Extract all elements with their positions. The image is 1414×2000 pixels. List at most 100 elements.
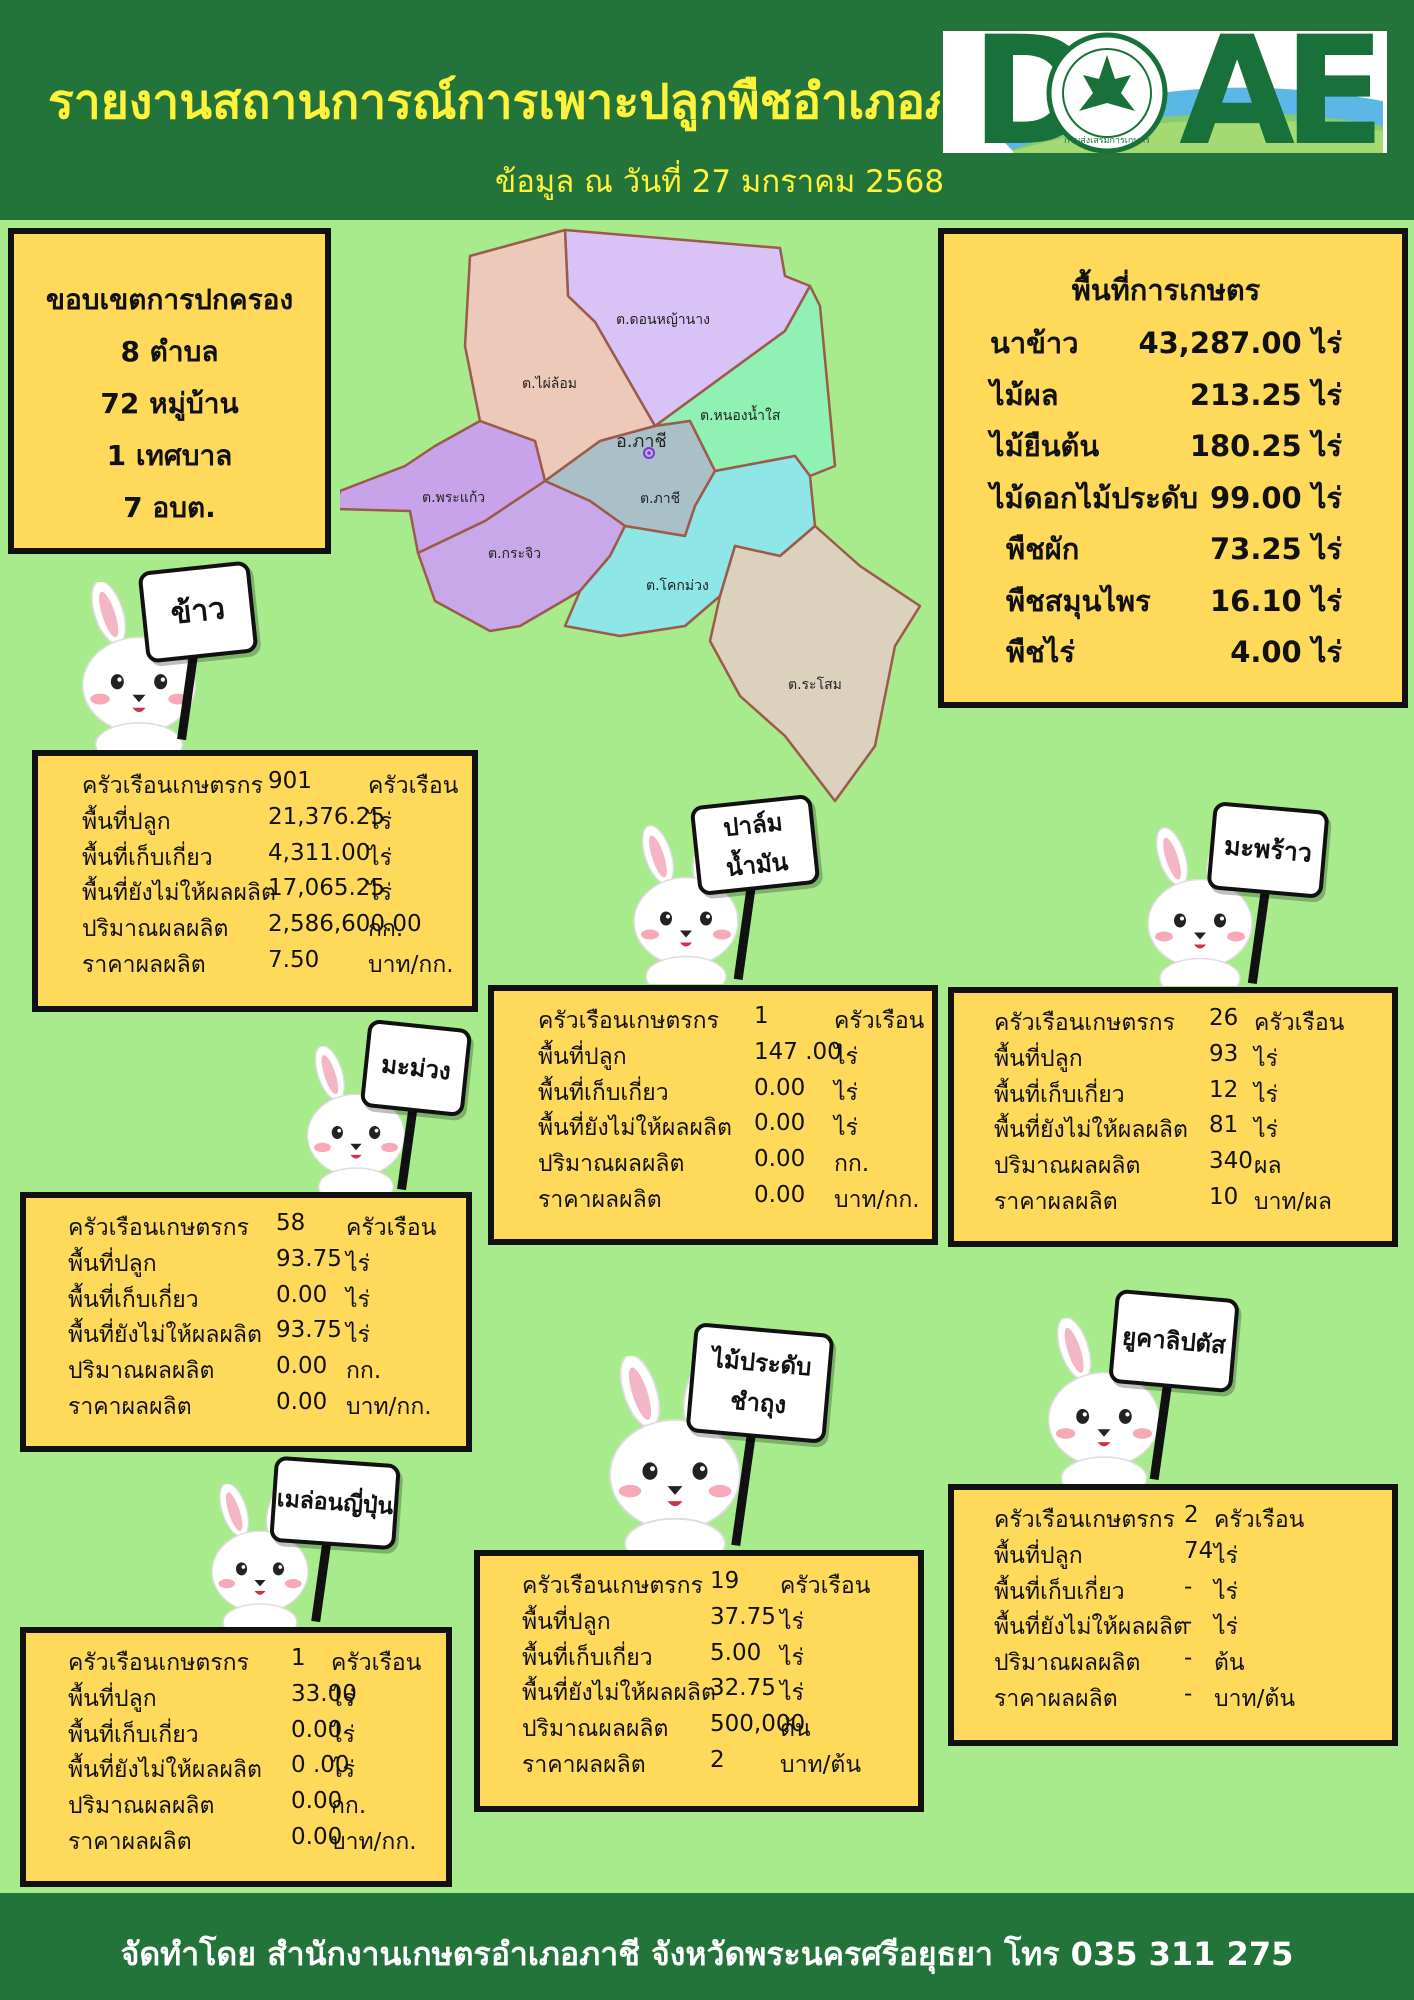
stat-unit: ไร่ bbox=[346, 1286, 370, 1313]
logo-letter-a: A bbox=[1179, 28, 1296, 156]
stat-label: ปริมาณผลผลิต bbox=[994, 1650, 1141, 1677]
map-center-label: อ.ภาชี bbox=[616, 431, 667, 452]
stat-row: ครัวเรือนเกษตรกร 1 ครัวเรือน bbox=[26, 1645, 446, 1681]
map-label: ต.พระแก้ว bbox=[422, 490, 485, 506]
melon-sign: เมล่อนญี่ปุ่น bbox=[269, 1455, 401, 1551]
map-label: ต.หนองน้ำใส bbox=[700, 405, 781, 424]
stat-row: ราคาผลผลิต 0.00 บาท/กก. bbox=[494, 1182, 932, 1218]
stat-unit: ไร่ bbox=[1254, 1045, 1278, 1072]
stat-row: พื้นที่เก็บเกี่ยว 5.00 ไร่ bbox=[480, 1640, 918, 1676]
map-region-khok-muang bbox=[563, 454, 817, 638]
farm-area-name: นาข้าว bbox=[990, 326, 1079, 360]
stat-label: ปริมาณผลผลิต bbox=[82, 916, 229, 943]
stat-unit: ครัวเรือน bbox=[368, 773, 459, 799]
stat-value: 0.00 bbox=[754, 1181, 806, 1208]
footer-bar: จัดทำโดย สำนักงานเกษตรอำเภอภาชี จังหวัดพ… bbox=[0, 1893, 1414, 2000]
stat-unit: ครัวเรือน bbox=[834, 1008, 925, 1034]
stat-value: - bbox=[1184, 1609, 1193, 1636]
farm-area-row: พืชไร่ 4.00 ไร่ bbox=[990, 627, 1342, 679]
stat-value: 0 .00 bbox=[291, 1752, 350, 1779]
stat-row: ครัวเรือนเกษตรกร 901 ครัวเรือน bbox=[38, 768, 472, 804]
map-label: ต.ดอนหญ้านาง bbox=[616, 312, 710, 328]
stat-label: พื้นที่ปลูก bbox=[994, 1542, 1083, 1569]
stat-label: พื้นที่ยังไม่ให้ผลผลิต bbox=[82, 880, 276, 907]
stat-unit: บาท/ต้น bbox=[780, 1751, 862, 1778]
farm-area-row: ไม้ผล 213.25 ไร่ bbox=[990, 370, 1342, 422]
farm-area-row: ไม้ดอกไม้ประดับ 99.00 ไร่ bbox=[990, 473, 1342, 525]
stat-unit: ไร่ bbox=[368, 844, 392, 871]
admin-heading: ขอบเขตการปกครอง bbox=[45, 283, 294, 316]
header-bar: รายงานสถานการณ์การเพาะปลูกพืชอำเภอภาชี ข… bbox=[0, 0, 1414, 220]
farm-area-value: 43,287.00 ไร่ bbox=[1138, 326, 1342, 360]
footer-credit: จัดทำโดย สำนักงานเกษตรอำเภอภาชี จังหวัดพ… bbox=[120, 1935, 1294, 1973]
stat-label: ราคาผลผลิต bbox=[82, 951, 206, 978]
stat-unit: บาท/ผล bbox=[1254, 1188, 1332, 1215]
stat-value: 81 bbox=[1209, 1112, 1239, 1139]
mango-sign-text: มะม่วง bbox=[379, 1050, 453, 1086]
stat-row: พื้นที่เก็บเกี่ยว 0.00 ไร่ bbox=[26, 1282, 466, 1318]
stat-value: 21,376.25 bbox=[268, 803, 386, 830]
stat-row: พื้นที่ยังไม่ให้ผลผลิต 0 .00 ไร่ bbox=[26, 1752, 446, 1788]
farm-area-name: พืชสมุนไพร bbox=[1006, 583, 1151, 618]
farm-area-name: พืชผัก bbox=[1006, 532, 1080, 566]
stat-label: ปริมาณผลผลิต bbox=[994, 1153, 1141, 1180]
stat-value: 0.00 bbox=[754, 1146, 806, 1173]
stat-row: พื้นที่ยังไม่ให้ผลผลิต - ไร่ bbox=[954, 1609, 1392, 1645]
admin-line: 8 ตำบล bbox=[120, 335, 219, 368]
stat-value: 33.00 bbox=[291, 1680, 357, 1707]
stat-value: 2 bbox=[1184, 1502, 1199, 1528]
stat-row: ครัวเรือนเกษตรกร 26 ครัวเรือน bbox=[954, 1005, 1392, 1041]
stat-label: ราคาผลผลิต bbox=[538, 1186, 662, 1213]
stat-label: พื้นที่ปลูก bbox=[68, 1685, 157, 1712]
stat-label: พื้นที่เก็บเกี่ยว bbox=[82, 844, 213, 871]
stat-row: ราคาผลผลิต 10 บาท/ผล bbox=[954, 1184, 1392, 1220]
stat-row: พื้นที่ยังไม่ให้ผลผลิต 17,065.25 ไร่ bbox=[38, 875, 472, 911]
farm-area-box: พื้นที่การเกษตร นาข้าว 43,287.00 ไร่ ไม้ผ… bbox=[938, 228, 1408, 708]
stat-label: ปริมาณผลผลิต bbox=[68, 1793, 215, 1820]
stat-label: พื้นที่เก็บเกี่ยว bbox=[538, 1079, 669, 1106]
stat-unit: กก. bbox=[346, 1358, 382, 1385]
map-label: ต.ไผ่ล้อม bbox=[522, 375, 577, 392]
stat-label: ครัวเรือนเกษตรกร bbox=[68, 1650, 249, 1676]
stat-unit: ไร่ bbox=[780, 1644, 804, 1671]
stat-value: 5.00 bbox=[710, 1639, 762, 1666]
ornamental-sign-line: ไม้ประดับ bbox=[710, 1344, 813, 1382]
farm-area-name: พืชไร่ bbox=[1006, 635, 1075, 669]
farm-area-row: พืชผัก 73.25 ไร่ bbox=[990, 524, 1342, 576]
farm-area-value: 180.25 ไร่ bbox=[1189, 429, 1342, 463]
stat-row: พื้นที่ปลูก 93.75 ไร่ bbox=[26, 1246, 466, 1282]
admin-line: 1 เทศบาล bbox=[106, 439, 233, 472]
stat-row: พื้นที่เก็บเกี่ยว - ไร่ bbox=[954, 1574, 1392, 1610]
rice-card: ครัวเรือนเกษตรกร 901 ครัวเรือน พื้นที่ปลูก 2… bbox=[32, 750, 478, 1012]
eucalyptus-sign: ยูคาลิปตัส bbox=[1108, 1288, 1240, 1394]
stat-unit: ครัวเรือน bbox=[346, 1215, 437, 1241]
farm-area-row: ไม้ยืนต้น 180.25 ไร่ bbox=[990, 421, 1342, 473]
stat-row: ปริมาณผลผลิต 0.00 กก. bbox=[26, 1353, 466, 1389]
farm-area-value: 4.00 ไร่ bbox=[1230, 635, 1342, 669]
stat-unit: กก. bbox=[331, 1793, 367, 1820]
stat-value: - bbox=[1184, 1680, 1193, 1707]
stat-unit: ไร่ bbox=[834, 1043, 858, 1070]
map-label: ต.กระจิว bbox=[488, 546, 541, 562]
stat-value: 10 bbox=[1209, 1183, 1239, 1210]
stat-row: พื้นที่เก็บเกี่ยว 12 ไร่ bbox=[954, 1077, 1392, 1113]
map-label: ต.โคกม่วง bbox=[646, 577, 709, 594]
stat-label: พื้นที่ยังไม่ให้ผลผลิต bbox=[994, 1117, 1188, 1144]
stat-unit: ไร่ bbox=[1214, 1542, 1238, 1569]
admin-line: 72 หมู่บ้าน bbox=[100, 387, 239, 420]
stat-value: 0.00 bbox=[291, 1716, 343, 1743]
stat-row: ปริมาณผลผลิต - ต้น bbox=[954, 1645, 1392, 1681]
stat-unit: ต้น bbox=[780, 1716, 811, 1743]
stat-value: - bbox=[1184, 1573, 1193, 1600]
stat-unit: ไร่ bbox=[1214, 1614, 1238, 1641]
farm-area-value: 73.25 ไร่ bbox=[1210, 532, 1342, 566]
stat-label: ราคาผลผลิต bbox=[994, 1685, 1118, 1712]
stat-label: ครัวเรือนเกษตรกร bbox=[994, 1507, 1175, 1533]
melon-card: ครัวเรือนเกษตรกร 1 ครัวเรือน พื้นที่ปลูก 33.… bbox=[20, 1627, 452, 1887]
stat-value: 12 bbox=[1209, 1076, 1239, 1103]
stat-label: พื้นที่เก็บเกี่ยว bbox=[68, 1721, 199, 1748]
stat-unit: ไร่ bbox=[331, 1721, 355, 1748]
stat-unit: บาท/กก. bbox=[368, 951, 454, 978]
stat-value: 1 bbox=[291, 1645, 306, 1671]
stat-row: พื้นที่เก็บเกี่ยว 0.00 ไร่ bbox=[26, 1717, 446, 1753]
